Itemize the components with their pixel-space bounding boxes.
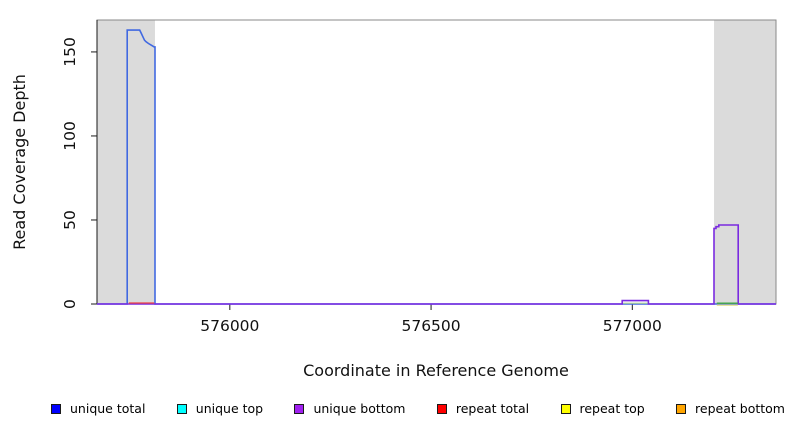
legend-swatch-unique-total-icon (51, 404, 61, 414)
x-axis-label: Coordinate in Reference Genome (303, 361, 569, 380)
x-tick-label: 576500 (401, 317, 460, 335)
legend-item-unique-bottom: unique bottom (294, 400, 406, 416)
right-shaded-region (714, 20, 776, 304)
left-shaded-region (97, 20, 155, 304)
legend-item-repeat-bottom: repeat bottom (676, 400, 785, 416)
legend-item-repeat-top: repeat top (560, 400, 645, 416)
legend-label: unique total (70, 400, 146, 416)
y-tick-label: 150 (61, 37, 79, 67)
unique-total-curve (97, 29, 776, 305)
legend-item-unique-top: unique top (176, 400, 264, 416)
x-tick-label: 576000 (200, 317, 259, 335)
legend-swatch-repeat-top-icon (560, 404, 571, 414)
plot-area: 576000 576500 577000 0 50 100 150 (61, 19, 777, 335)
legend-item-repeat-total: repeat total (436, 400, 530, 416)
legend-label: unique top (195, 400, 264, 416)
legend-label: repeat top (579, 400, 645, 416)
legend-swatch-repeat-total-icon (436, 404, 447, 414)
y-tick-label: 0 (61, 299, 79, 309)
y-axis-label: Read Coverage Depth (10, 74, 29, 250)
y-tick-label: 100 (61, 121, 79, 151)
legend-label: repeat bottom (695, 400, 785, 416)
legend-item-unique-total: unique total (51, 400, 146, 416)
x-tick-label: 577000 (603, 317, 662, 335)
legend-swatch-unique-top-icon (176, 404, 187, 414)
legend-swatch-repeat-bottom-icon (676, 404, 687, 414)
plot-border (96, 19, 777, 305)
legend: unique total unique top unique bottom repea… (51, 399, 785, 419)
legend-swatch-unique-bottom-icon (294, 404, 305, 414)
legend-label: unique bottom (313, 400, 406, 416)
unique-bottom-curve (97, 224, 776, 305)
legend-label: repeat total (455, 400, 530, 416)
y-tick-label: 50 (61, 210, 79, 230)
